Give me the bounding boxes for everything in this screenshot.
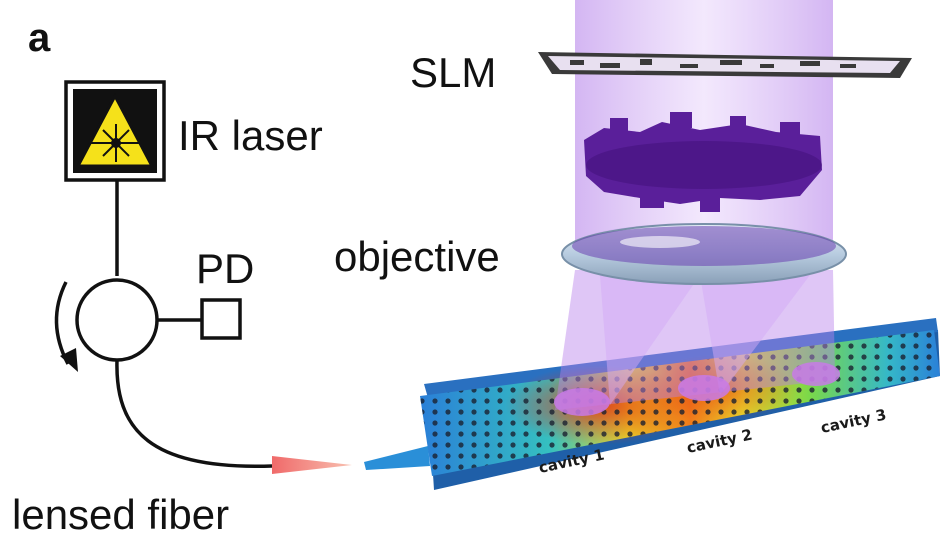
circulator [75, 278, 159, 362]
waveguide-taper [364, 446, 430, 470]
laser-burst-icon [90, 124, 142, 162]
panel-letter: a [28, 16, 51, 60]
objective-lens [561, 223, 847, 285]
circulation-arrow-icon [54, 281, 78, 372]
fiber-line [115, 359, 273, 468]
laser-box [64, 80, 166, 182]
objective-label: objective [334, 233, 500, 280]
cavity-label-3: cavity 3 [819, 405, 888, 436]
photodetector-box [200, 298, 242, 340]
focal-spots [554, 362, 840, 416]
lensed-fiber-label: lensed fiber [12, 491, 230, 538]
pd-label: PD [196, 245, 255, 292]
ir-laser-label: IR laser [178, 112, 323, 159]
slm-label: SLM [410, 49, 497, 96]
slm-plate [538, 52, 912, 78]
lensed-fiber-tip [272, 456, 352, 474]
